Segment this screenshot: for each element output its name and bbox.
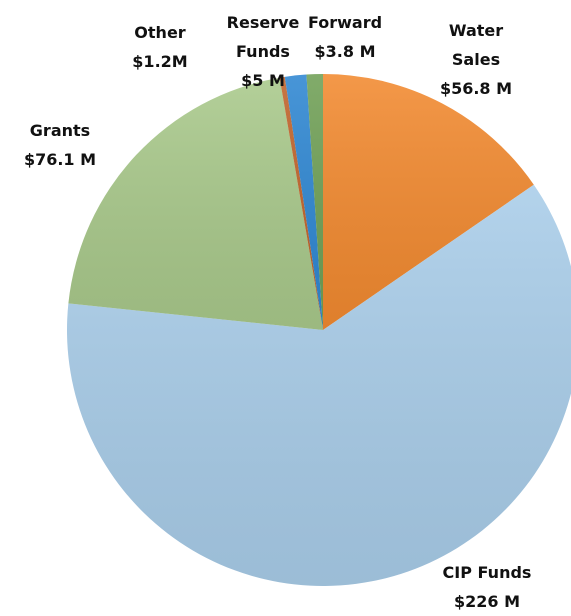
category-name: Reserve Funds xyxy=(226,13,300,61)
slice-label: Other $1.2M xyxy=(115,18,205,76)
value-label: $56.8 M xyxy=(439,79,513,98)
slice-label: Grants $76.1 M xyxy=(10,116,110,174)
slice-shade xyxy=(284,74,323,330)
category-name: Grants xyxy=(29,121,91,140)
slice-shade xyxy=(67,184,571,586)
value-label: $1.2M xyxy=(132,52,188,71)
slice-label: Water Sales $56.8 M xyxy=(431,16,521,103)
value-label: $226 M xyxy=(453,592,521,611)
category-name: Water Sales xyxy=(448,21,504,69)
category-name: Forward xyxy=(307,13,383,32)
slice-shade xyxy=(306,74,323,330)
category-name: CIP Funds xyxy=(442,563,532,582)
value-label: $5 M xyxy=(241,71,285,90)
category-name: Other xyxy=(134,23,186,42)
slice-shade xyxy=(279,76,323,330)
value-label: $3.8 M xyxy=(314,42,376,61)
slice-label: Reserve Funds $5 M xyxy=(218,8,308,95)
slice-shade xyxy=(68,77,323,330)
slice-shade xyxy=(323,74,534,330)
value-label: $76.1 M xyxy=(23,150,97,169)
slice-label: Forward $3.8 M xyxy=(295,8,395,66)
slice-label: CIP Funds $226 M xyxy=(417,558,557,616)
